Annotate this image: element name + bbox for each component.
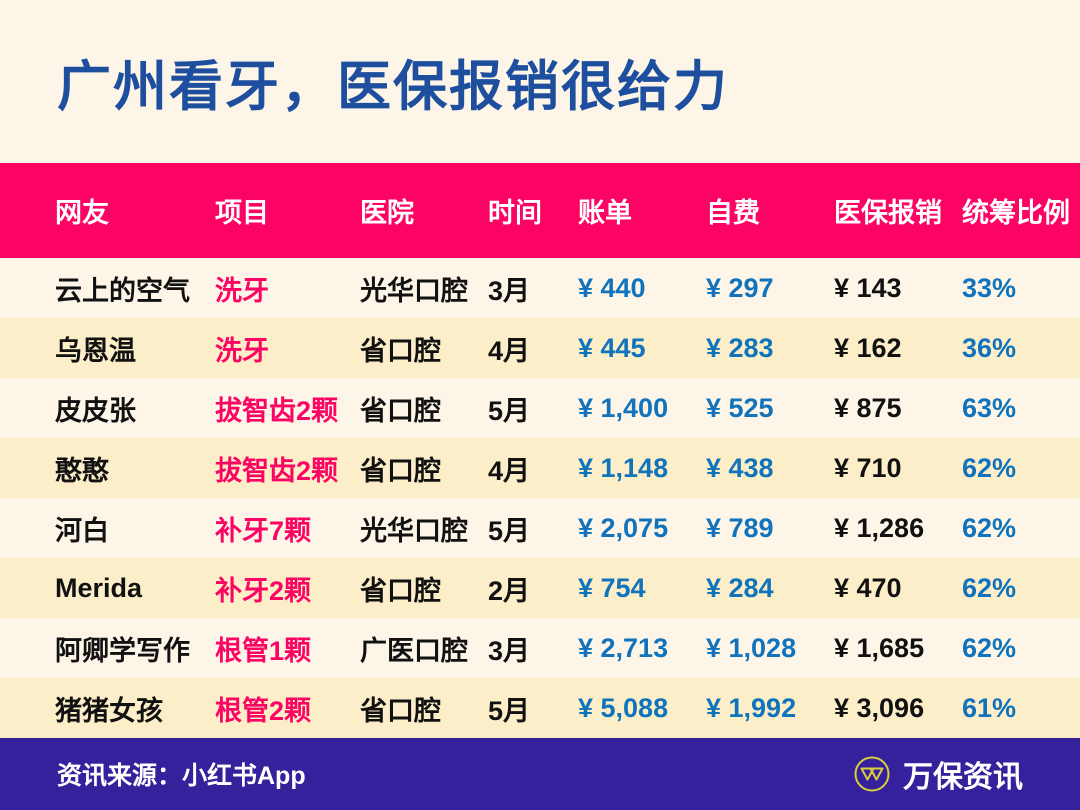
table-body: 云上的空气 洗牙 光华口腔 3月 ¥ 440 ¥ 297 ¥ 143 33% 乌… <box>0 258 1080 738</box>
cell-project: 根管1颗 <box>215 635 312 666</box>
cell-project: 根管2颗 <box>215 695 312 726</box>
page-title: 广州看牙，医保报销很给力 <box>57 57 729 117</box>
cell-selfpay: ¥ 284 <box>706 572 774 603</box>
cell-time: 5月 <box>488 395 531 426</box>
cell-hospital: 光华口腔 <box>360 275 468 306</box>
cell-netizen: 乌恩温 <box>55 335 136 366</box>
table-header-row: 网友 项目 医院 时间 账单 自费 医保报销 统筹比例 <box>0 163 1080 258</box>
column-header-time: 时间 <box>488 198 542 228</box>
column-header-ratio: 统筹比例 <box>962 198 1070 228</box>
table-row: Merida 补牙2颗 省口腔 2月 ¥ 754 ¥ 284 ¥ 470 62% <box>0 558 1080 618</box>
cell-time: 4月 <box>488 335 531 366</box>
cell-selfpay: ¥ 283 <box>706 332 774 363</box>
table-row: 猪猪女孩 根管2颗 省口腔 5月 ¥ 5,088 ¥ 1,992 ¥ 3,096… <box>0 678 1080 738</box>
cell-project: 洗牙 <box>215 275 269 306</box>
cell-selfpay: ¥ 789 <box>706 512 774 543</box>
cell-project: 补牙2颗 <box>215 575 312 606</box>
cell-selfpay: ¥ 525 <box>706 392 774 423</box>
cell-project: 拔智齿2颗 <box>215 455 339 486</box>
cell-bill: ¥ 440 <box>578 272 646 303</box>
cell-time: 3月 <box>488 275 531 306</box>
cell-ratio: 33% <box>962 272 1017 303</box>
cell-project: 补牙7颗 <box>215 515 312 546</box>
cell-selfpay: ¥ 1,992 <box>706 692 797 723</box>
cell-selfpay: ¥ 1,028 <box>706 632 797 663</box>
cell-project: 拔智齿2颗 <box>215 395 339 426</box>
cell-reimbursement: ¥ 1,685 <box>834 632 925 663</box>
cell-time: 3月 <box>488 635 531 666</box>
cell-ratio: 62% <box>962 512 1017 543</box>
cell-netizen: 阿卿学写作 <box>55 635 190 666</box>
cell-bill: ¥ 2,075 <box>578 512 669 543</box>
cell-hospital: 广医口腔 <box>360 635 468 666</box>
cell-reimbursement: ¥ 143 <box>834 272 902 303</box>
cell-time: 5月 <box>488 515 531 546</box>
cell-netizen: 云上的空气 <box>55 275 190 306</box>
source-text: 资讯来源：小红书App <box>57 762 306 790</box>
table-row: 阿卿学写作 根管1颗 广医口腔 3月 ¥ 2,713 ¥ 1,028 ¥ 1,6… <box>0 618 1080 678</box>
cell-reimbursement: ¥ 470 <box>834 572 902 603</box>
cell-reimbursement: ¥ 3,096 <box>834 692 925 723</box>
cell-bill: ¥ 1,148 <box>578 452 669 483</box>
cell-project: 洗牙 <box>215 335 269 366</box>
cell-reimbursement: ¥ 162 <box>834 332 902 363</box>
cell-bill: ¥ 1,400 <box>578 392 669 423</box>
column-header-bill: 账单 <box>578 198 632 228</box>
cell-bill: ¥ 445 <box>578 332 646 363</box>
wanbao-w-logo-icon <box>854 756 890 792</box>
cell-hospital: 省口腔 <box>360 335 441 366</box>
column-header-project: 项目 <box>215 198 269 228</box>
cell-hospital: 省口腔 <box>360 395 441 426</box>
cell-hospital: 省口腔 <box>360 575 441 606</box>
cell-ratio: 61% <box>962 692 1017 723</box>
cell-ratio: 62% <box>962 572 1017 603</box>
column-header-hospital: 医院 <box>360 198 414 228</box>
cell-ratio: 36% <box>962 332 1017 363</box>
cell-hospital: 省口腔 <box>360 455 441 486</box>
column-header-reimbursement: 医保报销 <box>834 198 942 228</box>
cell-netizen: 皮皮张 <box>55 395 136 426</box>
cell-ratio: 62% <box>962 452 1017 483</box>
brand-name: 万保资讯 <box>903 761 1023 794</box>
brand-lockup: 万保资讯 <box>853 752 1023 796</box>
cell-netizen: Merida <box>55 572 143 603</box>
cell-time: 2月 <box>488 575 531 606</box>
cell-hospital: 省口腔 <box>360 695 441 726</box>
cell-time: 5月 <box>488 695 531 726</box>
footer-bar: 资讯来源：小红书App 万保资讯 <box>0 738 1080 810</box>
table-row: 憨憨 拔智齿2颗 省口腔 4月 ¥ 1,148 ¥ 438 ¥ 710 62% <box>0 438 1080 498</box>
cell-bill: ¥ 2,713 <box>578 632 669 663</box>
cell-netizen: 猪猪女孩 <box>55 695 163 726</box>
cell-netizen: 憨憨 <box>55 455 109 486</box>
cell-selfpay: ¥ 438 <box>706 452 774 483</box>
column-header-selfpay: 自费 <box>706 198 760 228</box>
cell-time: 4月 <box>488 455 531 486</box>
table-row: 河白 补牙7颗 光华口腔 5月 ¥ 2,075 ¥ 789 ¥ 1,286 62… <box>0 498 1080 558</box>
table-row: 云上的空气 洗牙 光华口腔 3月 ¥ 440 ¥ 297 ¥ 143 33% <box>0 258 1080 318</box>
table-row: 乌恩温 洗牙 省口腔 4月 ¥ 445 ¥ 283 ¥ 162 36% <box>0 318 1080 378</box>
cell-selfpay: ¥ 297 <box>706 272 774 303</box>
title-bar: 广州看牙，医保报销很给力 <box>0 0 1080 163</box>
cell-bill: ¥ 5,088 <box>578 692 669 723</box>
cell-reimbursement: ¥ 875 <box>834 392 902 423</box>
cell-ratio: 63% <box>962 392 1017 423</box>
column-header-netizen: 网友 <box>55 198 109 228</box>
table-row: 皮皮张 拔智齿2颗 省口腔 5月 ¥ 1,400 ¥ 525 ¥ 875 63% <box>0 378 1080 438</box>
cell-hospital: 光华口腔 <box>360 515 468 546</box>
reimbursement-table: 网友 项目 医院 时间 账单 自费 医保报销 统筹比例 云上的空气 洗牙 光华口… <box>0 163 1080 738</box>
cell-reimbursement: ¥ 1,286 <box>834 512 925 543</box>
cell-bill: ¥ 754 <box>578 572 646 603</box>
cell-ratio: 62% <box>962 632 1017 663</box>
cell-reimbursement: ¥ 710 <box>834 452 902 483</box>
cell-netizen: 河白 <box>55 515 109 546</box>
